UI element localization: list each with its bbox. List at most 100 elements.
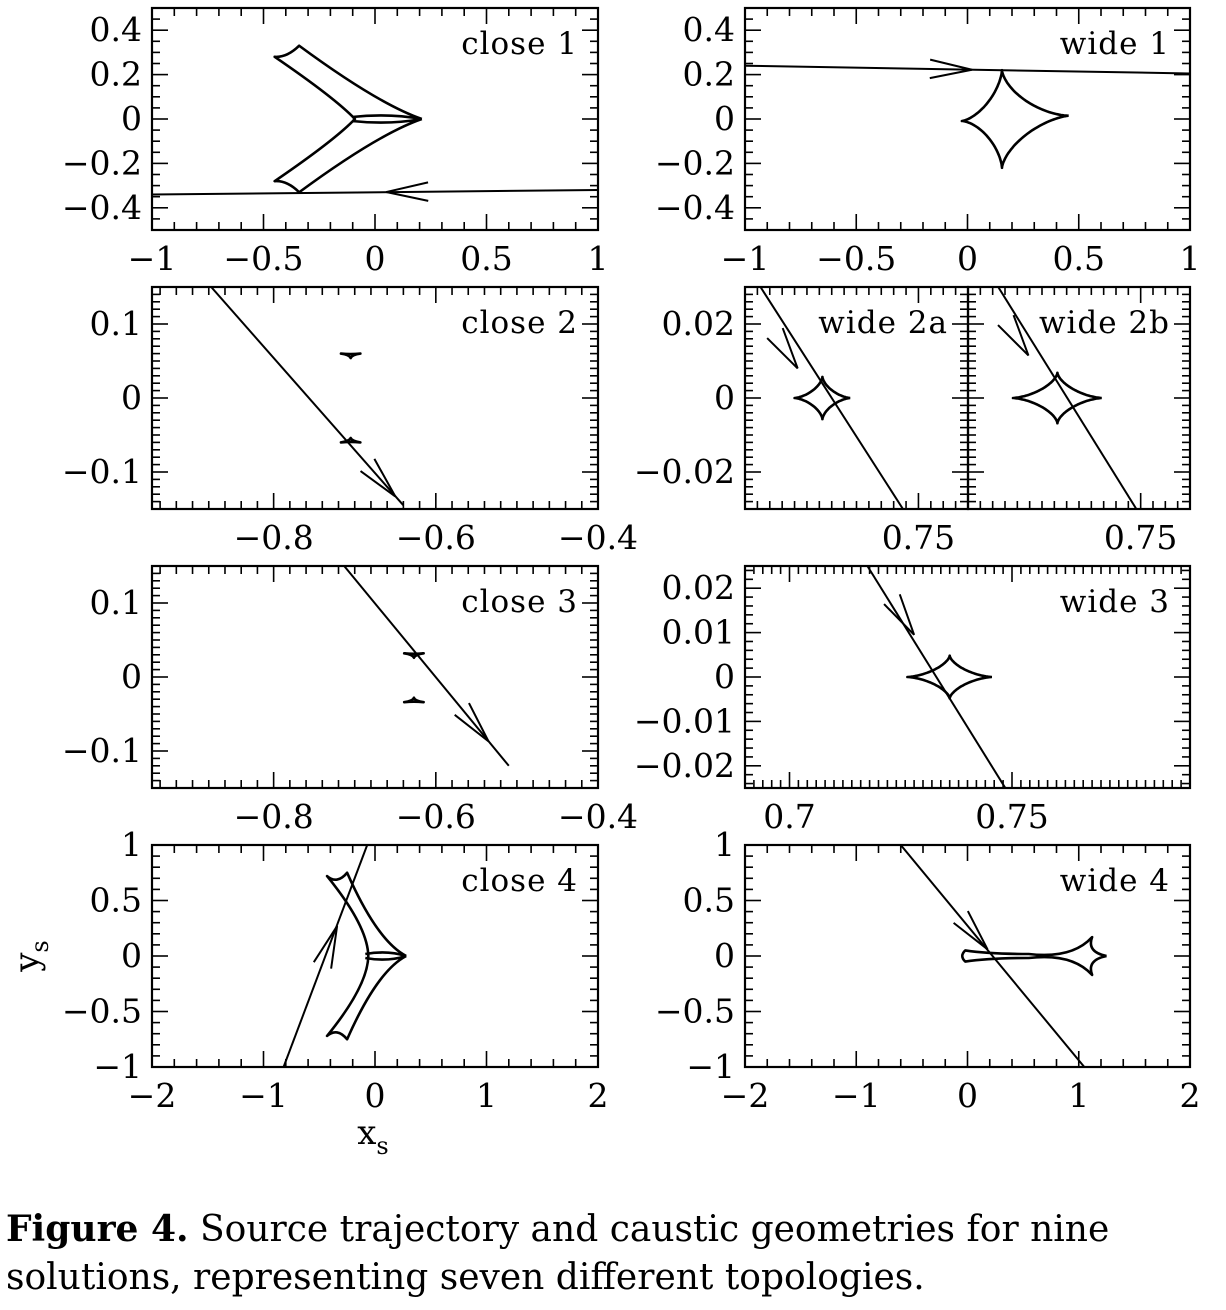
ticks	[967, 286, 1191, 510]
x-tick-label: −1	[239, 1076, 288, 1115]
y-tick-label: 0	[121, 657, 142, 696]
y-tick-label: −0.2	[62, 143, 142, 182]
x-tick-label: −0.8	[234, 797, 314, 836]
x-tick-label: −1	[832, 1076, 881, 1115]
x-tick-label: −0.5	[816, 239, 896, 278]
source-trajectory	[152, 189, 598, 196]
y-tick-label: −0.4	[655, 188, 735, 227]
panel-frame	[966, 285, 1192, 511]
y-tick-label: −0.5	[62, 992, 142, 1031]
ticks	[744, 7, 1191, 231]
y-tick-label: −0.1	[62, 731, 142, 770]
y-tick-label: −1	[93, 1047, 142, 1086]
x-tick-label: −0.6	[396, 797, 476, 836]
y-tick-label: 0.4	[683, 10, 735, 49]
y-tick-label: 0.1	[90, 304, 142, 343]
y-tick-label: 0.2	[683, 55, 735, 94]
caustic	[402, 696, 425, 704]
panel-frame	[743, 564, 1192, 790]
y-tick-label: 1	[714, 825, 735, 864]
caustic	[273, 44, 423, 194]
y-tick-label: 0	[714, 657, 735, 696]
caustic	[960, 935, 1107, 977]
x-tick-label: −0.6	[396, 518, 476, 557]
figure-caption: Figure 4. Source trajectory and caustic …	[6, 1205, 1220, 1302]
panel-label: wide 4	[1060, 863, 1170, 899]
x-tick-label: 0	[957, 239, 978, 278]
x-tick-label: 2	[1180, 1076, 1201, 1115]
y-tick-label: 0	[714, 99, 735, 138]
y-tick-label: 0	[714, 936, 735, 975]
y-tick-label: 0.02	[662, 304, 735, 343]
y-tick-label: −0.1	[62, 452, 142, 491]
x-tick-label: −0.4	[558, 518, 638, 557]
panel-frame	[150, 843, 600, 1069]
panel-wide-3: 0.7 0.75 0.02 0.01 0 −0.01 −0.02 wide 3	[634, 564, 1192, 836]
figure-4-panels: −1 −0.5 0 0.5 1 0.4 0.2 0 −0.2 −0.4 close 1 −1 −0.5 0…	[7, 6, 1201, 1160]
panel-label: close 1	[461, 26, 578, 62]
source-trajectory	[997, 287, 1138, 509]
x-axis-title: xs	[357, 1113, 389, 1160]
source-trajectory	[210, 287, 405, 506]
y-tick-label: −0.02	[634, 746, 735, 785]
plot-area	[997, 287, 1138, 509]
y-tick-label: 0.01	[662, 613, 735, 652]
x-tick-label: 0.5	[1053, 239, 1105, 278]
x-tick-label: 2	[588, 1076, 609, 1115]
panel-label: wide 2b	[1039, 305, 1170, 341]
trajectory-arrow	[766, 327, 799, 370]
plot-area	[282, 845, 407, 1067]
panel-close-2: −0.8 −0.6 −0.4 0.1 0 −0.1 close 2	[62, 285, 638, 557]
panel-close-3: −0.8 −0.6 −0.4 0.1 0 −0.1 close 3	[62, 564, 638, 836]
x-tick-label: 1	[588, 239, 609, 278]
source-trajectory	[759, 287, 904, 509]
y-tick-label: 0	[121, 936, 142, 975]
y-tick-label: 0	[714, 378, 735, 417]
y-tick-label: 0.1	[90, 583, 142, 622]
x-tick-label: 0	[365, 1076, 386, 1115]
y-tick-label: −0.02	[634, 452, 735, 491]
x-tick-label: 1	[476, 1076, 497, 1115]
x-tick-label: −2	[721, 1076, 770, 1115]
y-tick-label: 0	[121, 99, 142, 138]
panel-frame	[743, 6, 1192, 232]
trajectory-arrow	[953, 910, 989, 951]
y-tick-label: −0.4	[62, 188, 142, 227]
trajectory-arrow	[359, 458, 397, 498]
panel-frame	[150, 564, 600, 790]
panel-label: close 2	[461, 305, 578, 341]
panel-close-1: −1 −0.5 0 0.5 1 0.4 0.2 0 −0.2 −0.4 close 1	[62, 6, 609, 278]
plot-area	[343, 566, 510, 767]
x-tick-label: 1	[1068, 1076, 1089, 1115]
source-trajectory	[343, 566, 510, 767]
y-tick-label: 1	[121, 825, 142, 864]
trajectory-arrow	[312, 925, 339, 969]
panel-frame	[743, 843, 1192, 1069]
x-tick-label: −0.4	[558, 797, 638, 836]
y-tick-label: 0.5	[90, 881, 142, 920]
y-tick-label: −0.5	[655, 992, 735, 1031]
plot-area	[745, 58, 1190, 170]
panel-frame	[150, 285, 600, 511]
plot-area	[210, 287, 405, 506]
caption-text: Source trajectory and caustic geometries…	[6, 1209, 1110, 1298]
panel-label: wide 2a	[818, 305, 948, 341]
panel-wide-1: −1 −0.5 0 0.5 1 0.4 0.2 0 −0.2 −0.4 wide 1	[655, 6, 1201, 278]
x-tick-label: 0.75	[882, 518, 955, 557]
x-tick-label: 0.7	[763, 797, 815, 836]
plot-area	[899, 845, 1107, 1067]
x-tick-label: 1	[1180, 239, 1201, 278]
x-tick-label: −0.5	[223, 239, 303, 278]
trajectory-arrow	[997, 314, 1030, 357]
x-tick-label: −0.8	[234, 518, 314, 557]
x-tick-label: 0.75	[1104, 518, 1177, 557]
x-tick-label: 0	[365, 239, 386, 278]
x-tick-label: 0.75	[975, 797, 1048, 836]
panel-label: close 4	[461, 863, 578, 899]
y-tick-label: −1	[686, 1047, 735, 1086]
x-tick-label: 0.5	[460, 239, 512, 278]
trajectory-arrow	[929, 58, 973, 80]
plot-area	[866, 566, 1007, 788]
y-tick-label: 0.5	[683, 881, 735, 920]
